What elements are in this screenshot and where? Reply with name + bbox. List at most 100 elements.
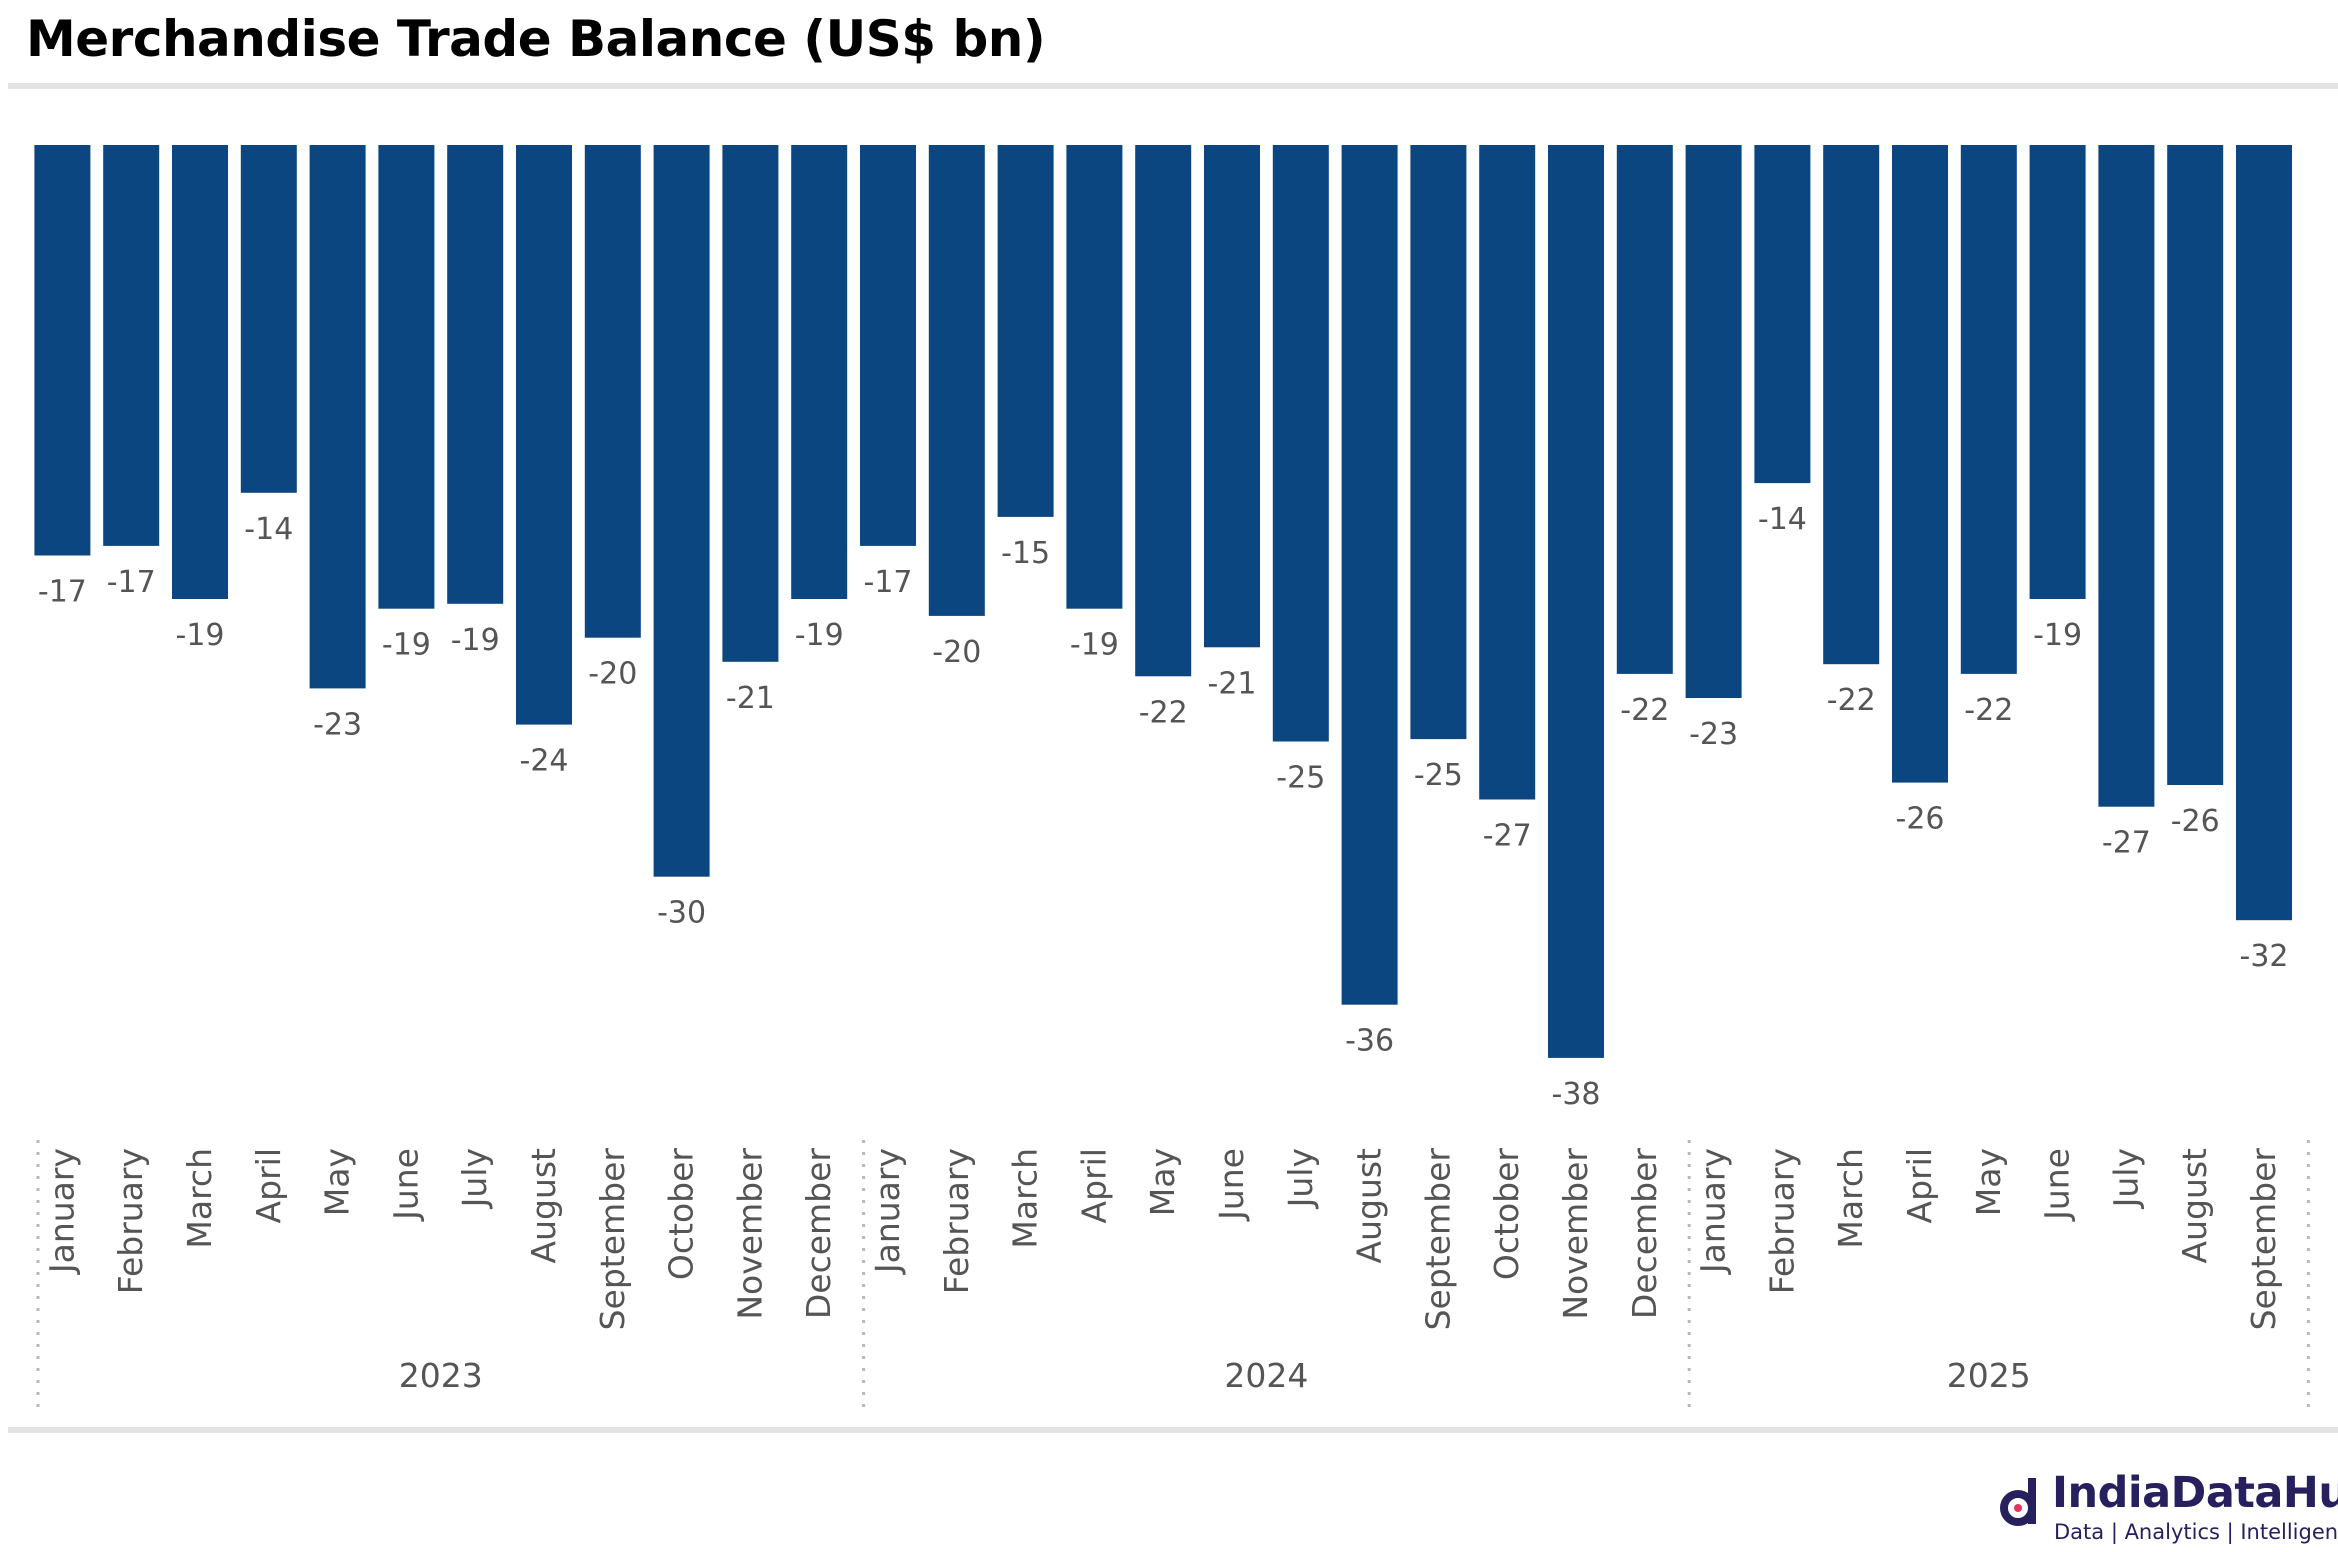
bar-30 [2029,145,2086,599]
month-tick-label-26: February [1762,1148,1801,1294]
month-tick-label-14: February [937,1148,976,1294]
month-tick-label-11: November [730,1148,769,1320]
month-tick-label-4: April [249,1148,288,1223]
month-tick-label-21: September [1418,1148,1457,1331]
logo-brand-name: IndiaDataHub [2052,1468,2338,1518]
month-tick-label-25: January [1694,1148,1733,1275]
bar-12 [791,145,848,599]
bar-31 [2098,145,2155,807]
bar-26 [1754,145,1811,484]
bar-chart: -17 -17-19-14-23-19 -19-24-20-30-21-19-17-… [34,145,2310,1408]
data-label-15: -15 [1001,536,1050,571]
bar-29 [1960,145,2017,674]
month-tick-label-29: May [1969,1148,2008,1216]
month-tick-label-19: July [1281,1148,1320,1209]
bar-9 [584,145,641,638]
month-tick-label-5: May [318,1148,357,1216]
data-label-30: -19 [2033,618,2082,653]
bar-14 [928,145,985,616]
logo-mark-icon [2000,1478,2036,1526]
bar-24 [1616,145,1673,674]
data-label-31: -27 [2102,826,2151,861]
month-tick-label-6: June [386,1148,425,1222]
data-label-1: -17 [38,575,87,610]
bar-6 [378,145,435,609]
bar-20 [1341,145,1398,1005]
month-tick-label-10: October [662,1148,701,1280]
year-separators [36,1140,2310,1408]
month-tick-label-12: December [799,1148,838,1320]
bar-19 [1272,145,1329,742]
x-axis-month-labels: January February March April May June July Augu… [42,1148,2283,1331]
month-tick-label-8: August [524,1148,563,1264]
month-tick-label-20: August [1350,1148,1389,1264]
bar-25 [1685,145,1742,698]
data-label-32: -26 [2171,804,2220,839]
month-tick-label-1: January [42,1148,81,1275]
bar-23 [1548,145,1604,1058]
bar-22 [1479,145,1536,800]
data-label-17: -22 [1139,695,1188,730]
data-label-10: -30 [657,896,706,931]
data-label-18: -21 [1208,666,1257,701]
bar-8 [516,145,572,725]
title-divider [8,83,2338,89]
bar-16 [1066,145,1123,609]
bar-2 [103,145,160,546]
bar-32 [2167,145,2224,785]
data-label-20: -36 [1345,1024,1394,1059]
bar-28 [1892,145,1948,783]
bar-17 [1135,145,1192,677]
data-label-4: -14 [244,512,293,547]
indiadatahub-logo: IndiaDataHub Data | Analytics | Intellig… [1998,1468,2338,1548]
x-axis-year-labels: 2023 2024 2025 [399,1356,2031,1395]
data-labels-layer: -17 -17-19-14-23-19 -19-24-20-30-21-19-17-… [38,502,2289,1112]
month-tick-label-32: August [2175,1148,2214,1264]
data-label-8: -24 [520,744,569,779]
month-tick-label-3: March [180,1148,219,1249]
data-label-9: -20 [588,657,637,692]
bar-11 [722,145,779,662]
data-label-3: -19 [176,618,225,653]
data-label-29: -22 [1964,693,2013,728]
year-label-2024: 2024 [1224,1356,1308,1395]
month-tick-label-9: September [593,1148,632,1331]
bar-3 [172,145,228,599]
year-label-2023: 2023 [399,1356,483,1395]
bar-5 [309,145,366,689]
bar-1 [34,145,91,556]
month-tick-label-31: July [2106,1148,2145,1209]
year-label-2025: 2025 [1947,1356,2031,1395]
month-tick-label-16: April [1074,1148,1113,1223]
month-tick-label-22: October [1487,1148,1526,1280]
bars-layer [34,145,2292,1058]
month-tick-label-28: April [1900,1148,1939,1223]
logo-tagline: Data | Analytics | Intelligence [2054,1520,2338,1544]
data-label-27: -22 [1827,683,1876,718]
data-label-28: -26 [1896,802,1945,837]
month-tick-label-27: March [1831,1148,1870,1249]
month-tick-label-33: September [2244,1148,2283,1331]
bar-18 [1204,145,1260,648]
data-label-25: -23 [1689,717,1738,752]
data-label-7: -19 [451,623,500,658]
data-label-33: -32 [2240,939,2289,974]
data-label-19: -25 [1276,761,1325,796]
data-label-24: -22 [1620,693,1669,728]
data-label-21: -25 [1414,758,1463,793]
data-label-16: -19 [1070,628,1119,663]
bar-13 [860,145,916,546]
data-label-11: -21 [726,681,775,716]
month-tick-label-17: May [1143,1148,1182,1216]
month-tick-label-23: November [1556,1148,1595,1320]
data-label-6: -19 [382,628,431,663]
month-tick-label-30: June [2038,1148,2077,1222]
bar-7 [447,145,504,604]
month-tick-label-18: June [1212,1148,1251,1222]
data-label-12: -19 [795,618,844,653]
month-tick-label-15: March [1006,1148,1045,1249]
bar-21 [1410,145,1467,740]
month-tick-label-24: December [1625,1148,1664,1320]
data-label-14: -20 [932,635,981,670]
data-label-2: -17 [107,565,156,600]
